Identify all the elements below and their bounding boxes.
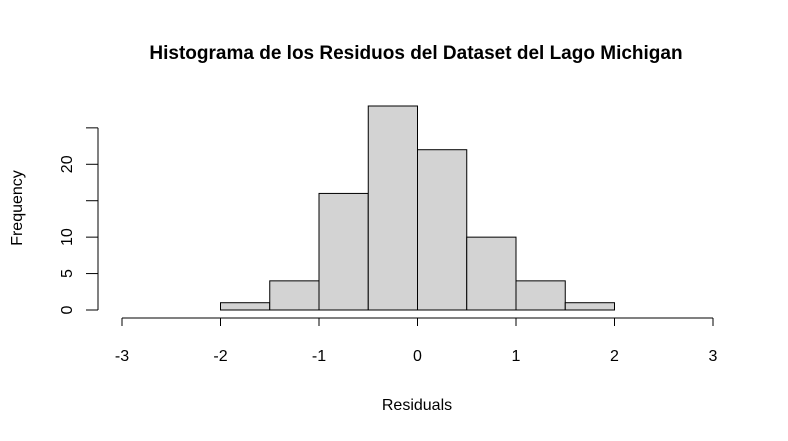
bar <box>466 236 517 311</box>
x-tick-label: 0 <box>413 348 422 365</box>
x-tick-label: 1 <box>512 348 521 365</box>
chart-title: Histograma de los Residuos del Dataset d… <box>149 43 682 64</box>
y-axis-label: Frequency <box>9 170 26 246</box>
x-tick-label: -3 <box>115 348 129 365</box>
x-axis-label: Residuals <box>382 397 452 414</box>
x-tick-label: 3 <box>709 348 718 365</box>
bar <box>564 302 615 311</box>
x-tick-label: -2 <box>213 348 227 365</box>
bar <box>220 302 271 311</box>
bar <box>367 105 418 311</box>
bar <box>515 280 566 311</box>
bar <box>318 192 369 311</box>
y-tick-label: 5 <box>59 269 76 278</box>
bar <box>269 280 320 311</box>
x-tick-label: 2 <box>610 348 619 365</box>
y-tick-label: 0 <box>59 305 76 314</box>
bar <box>417 149 468 311</box>
y-tick-label: 20 <box>59 155 76 173</box>
y-tick-label: 10 <box>59 228 76 246</box>
x-tick-label: -1 <box>312 348 326 365</box>
